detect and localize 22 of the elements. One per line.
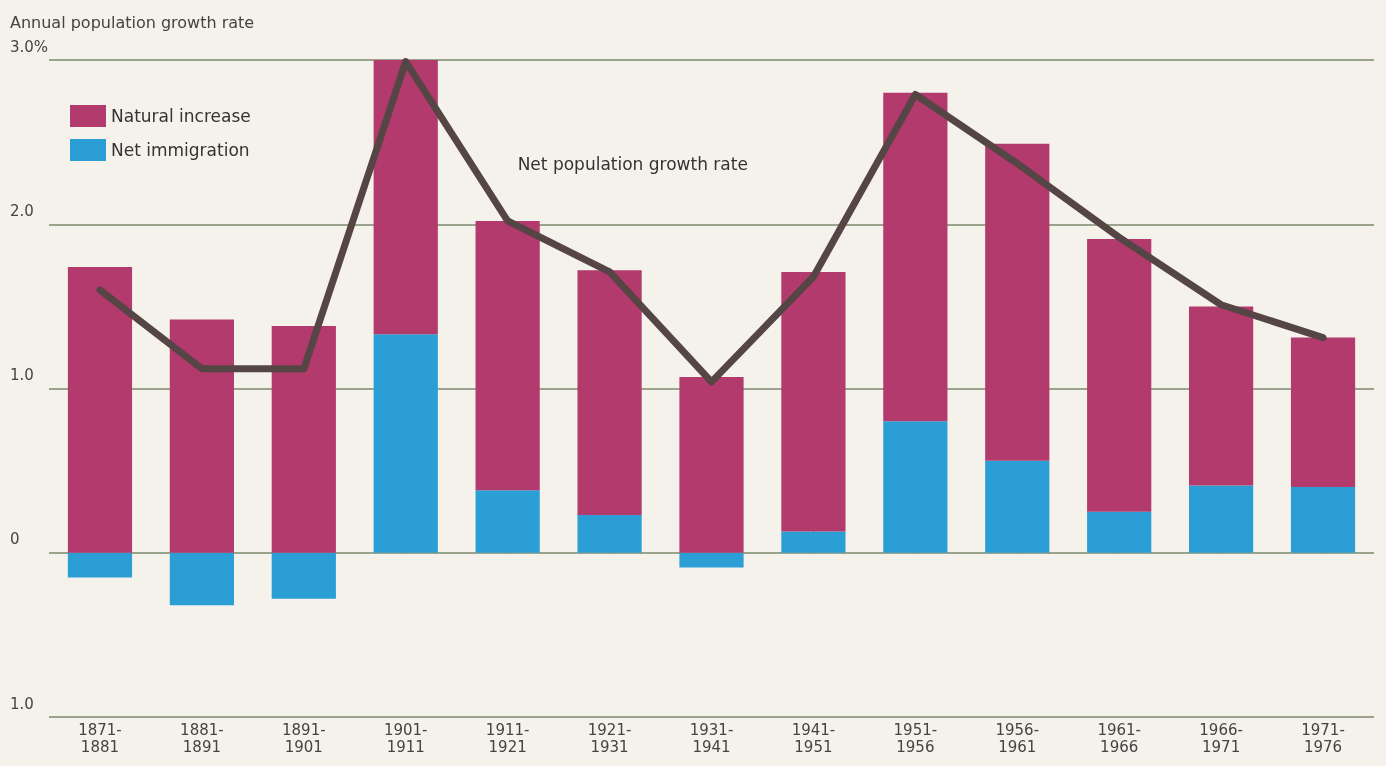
x-tick-label: 1891-1901 xyxy=(282,720,326,756)
y-tick-label: 0 xyxy=(10,530,20,549)
x-tick-label: 1881-1891 xyxy=(180,720,224,756)
legend-label: Net immigration xyxy=(111,140,250,160)
y-tick-label: 1.0 xyxy=(10,694,34,713)
x-tick-label: 1901-1911 xyxy=(383,720,428,756)
x-tick-label: 1921-1931 xyxy=(587,720,632,756)
x-tick-label: 1911-1921 xyxy=(485,720,530,756)
x-tick-label: 1951-1956 xyxy=(893,720,938,756)
y-tick-label: 2.0 xyxy=(10,201,34,220)
legend-label: Natural increase xyxy=(111,106,251,126)
x-tick-label: 1966-1971 xyxy=(1199,720,1243,756)
y-tick-label: 1.0 xyxy=(10,366,34,384)
y-tick-label: 3.0% xyxy=(10,37,49,56)
x-tick-label: 1971-1976 xyxy=(1301,720,1345,756)
x-tick-label: 1941-1951 xyxy=(791,720,836,756)
x-tick-label: 1931-1941 xyxy=(689,720,734,756)
series-label: Net population growth rate xyxy=(517,154,748,175)
x-tick-label: 1961-1966 xyxy=(1097,720,1141,756)
y-axis-title: Annual population growth rate xyxy=(10,12,255,32)
x-tick-label: 1871-1881 xyxy=(78,720,122,756)
x-tick-label: 1956-1961 xyxy=(995,720,1040,756)
